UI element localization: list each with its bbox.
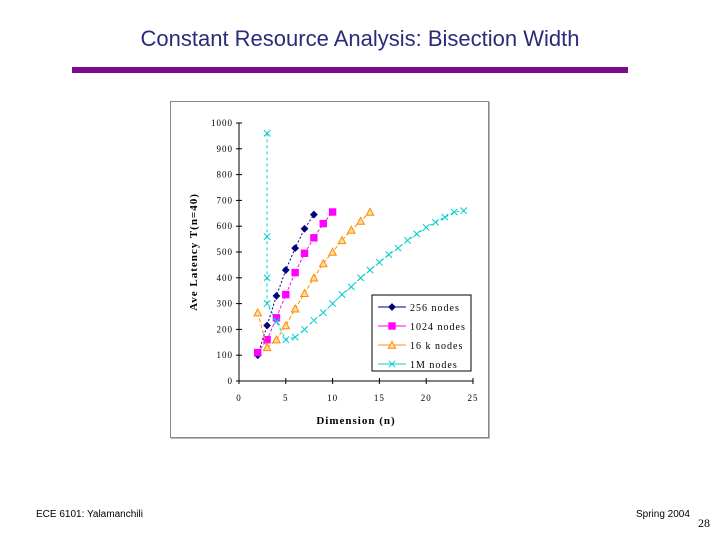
data-point xyxy=(300,249,309,257)
data-point xyxy=(299,288,310,297)
legend-marker xyxy=(387,340,397,349)
data-point xyxy=(263,300,271,308)
y-tick-label: 500 xyxy=(217,247,234,257)
x-tick-label: 20 xyxy=(421,393,432,403)
data-point xyxy=(271,334,281,344)
y-tick-label: 100 xyxy=(217,350,234,360)
data-point xyxy=(281,320,291,330)
data-point xyxy=(281,266,290,274)
data-point xyxy=(263,232,271,241)
data-point xyxy=(356,216,366,225)
data-point xyxy=(282,336,290,344)
footer-course: ECE 6101: Yalamanchili xyxy=(36,509,143,520)
data-point xyxy=(375,258,383,266)
data-point xyxy=(310,234,318,242)
legend-marker xyxy=(388,303,396,311)
x-tick-label: 0 xyxy=(236,393,242,403)
data-point xyxy=(394,244,402,252)
data-point xyxy=(262,342,272,352)
title-rule xyxy=(72,67,628,73)
data-point xyxy=(319,309,327,317)
data-point xyxy=(329,300,337,308)
data-point xyxy=(337,235,347,245)
data-point xyxy=(357,274,365,282)
slide-title: Constant Resource Analysis: Bisection Wi… xyxy=(140,26,580,51)
data-point xyxy=(291,333,299,341)
x-axis-title: Dimension (n) xyxy=(316,415,395,427)
series-line-1 xyxy=(257,211,333,353)
footer-term: Spring 2004 xyxy=(636,509,690,520)
data-point xyxy=(347,283,355,291)
legend-label: 256 nodes xyxy=(410,303,460,314)
data-point xyxy=(346,225,356,234)
y-tick-label: 800 xyxy=(217,170,234,180)
legend-label: 1M nodes xyxy=(410,360,458,371)
y-tick-label: 400 xyxy=(217,273,234,283)
data-point xyxy=(309,210,318,219)
data-point xyxy=(291,268,299,277)
x-tick-label: 10 xyxy=(327,393,338,403)
legend-marker xyxy=(388,322,396,330)
data-point xyxy=(263,129,271,137)
chart-frame: 0 100 200 300 400 500 600 700 800 900 1000 0 5 10 15 20… xyxy=(170,101,489,438)
data-point xyxy=(366,266,374,274)
data-point xyxy=(253,307,263,317)
data-point xyxy=(328,208,337,216)
y-axis-title: Ave Latency T(n=40) xyxy=(188,193,200,311)
y-tick-label: 600 xyxy=(217,221,234,231)
data-point xyxy=(310,316,318,324)
latency-chart: 0 100 200 300 400 500 600 700 800 900 1000 0 5 10 15 20… xyxy=(188,118,479,427)
data-point xyxy=(365,207,375,216)
data-point xyxy=(272,291,281,300)
data-point xyxy=(328,247,338,256)
data-point xyxy=(460,207,468,215)
data-point xyxy=(291,244,300,253)
data-point xyxy=(263,274,271,282)
data-point xyxy=(263,321,271,330)
y-tick-label: 0 xyxy=(228,376,234,386)
y-tick-label: 300 xyxy=(217,299,234,309)
data-point xyxy=(403,236,412,244)
x-tick-label: 5 xyxy=(283,393,289,403)
data-point xyxy=(422,223,430,232)
y-tick-label: 1000 xyxy=(211,118,233,128)
data-point xyxy=(254,348,262,357)
y-tick-label: 900 xyxy=(217,144,234,154)
data-point xyxy=(432,218,440,226)
data-point xyxy=(450,208,458,216)
y-tick-label: 200 xyxy=(217,324,234,334)
y-tick-label: 700 xyxy=(217,195,234,205)
data-point xyxy=(309,273,319,282)
data-point xyxy=(413,230,421,238)
legend-marker xyxy=(388,360,396,368)
data-point xyxy=(441,213,449,221)
x-tick-label: 25 xyxy=(468,393,479,403)
data-point xyxy=(319,219,327,228)
data-point xyxy=(272,318,280,326)
data-point xyxy=(282,290,290,299)
data-point xyxy=(290,304,300,313)
legend-box xyxy=(371,294,472,372)
legend-label: 1024 nodes xyxy=(410,322,466,333)
data-point xyxy=(385,251,393,259)
x-tick-label: 15 xyxy=(374,393,385,403)
data-point xyxy=(300,325,309,333)
data-point xyxy=(338,291,346,299)
page-number: 28 xyxy=(698,516,710,530)
data-point xyxy=(318,258,328,268)
legend-label: 16 k nodes xyxy=(410,341,463,352)
data-point xyxy=(300,224,309,233)
